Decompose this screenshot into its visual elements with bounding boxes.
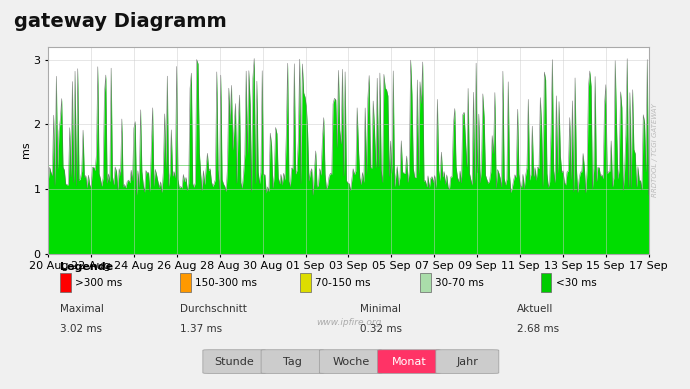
Text: 30-70 ms: 30-70 ms (435, 278, 484, 288)
FancyBboxPatch shape (300, 273, 311, 293)
FancyBboxPatch shape (436, 350, 499, 373)
Text: Maximal: Maximal (60, 304, 104, 314)
Text: Jahr: Jahr (456, 357, 478, 366)
Text: www.ipfire.org: www.ipfire.org (316, 318, 381, 327)
Text: 3.02 ms: 3.02 ms (60, 324, 102, 334)
Text: Stunde: Stunde (215, 357, 255, 366)
FancyBboxPatch shape (60, 273, 71, 293)
FancyBboxPatch shape (319, 350, 382, 373)
Text: Aktuell: Aktuell (517, 304, 553, 314)
Text: 2.68 ms: 2.68 ms (517, 324, 559, 334)
Text: Monat: Monat (392, 357, 426, 366)
FancyBboxPatch shape (180, 273, 191, 293)
Text: Tag: Tag (283, 357, 302, 366)
Text: Legende: Legende (60, 262, 113, 272)
Text: 0.32 ms: 0.32 ms (360, 324, 402, 334)
Text: <30 ms: <30 ms (555, 278, 596, 288)
Text: 70-150 ms: 70-150 ms (315, 278, 371, 288)
Text: Woche: Woche (332, 357, 369, 366)
Text: RRDTOOL / TCGI GATEWAY: RRDTOOL / TCGI GATEWAY (651, 103, 658, 197)
Text: Durchschnitt: Durchschnitt (180, 304, 247, 314)
Text: 1.37 ms: 1.37 ms (180, 324, 222, 334)
Text: >300 ms: >300 ms (75, 278, 123, 288)
FancyBboxPatch shape (420, 273, 431, 293)
FancyBboxPatch shape (203, 350, 266, 373)
Text: gateway Diagramm: gateway Diagramm (14, 12, 226, 31)
FancyBboxPatch shape (540, 273, 551, 293)
FancyBboxPatch shape (377, 350, 441, 373)
Text: Minimal: Minimal (360, 304, 402, 314)
FancyBboxPatch shape (261, 350, 324, 373)
Y-axis label: ms: ms (21, 142, 31, 158)
Text: 150-300 ms: 150-300 ms (195, 278, 257, 288)
